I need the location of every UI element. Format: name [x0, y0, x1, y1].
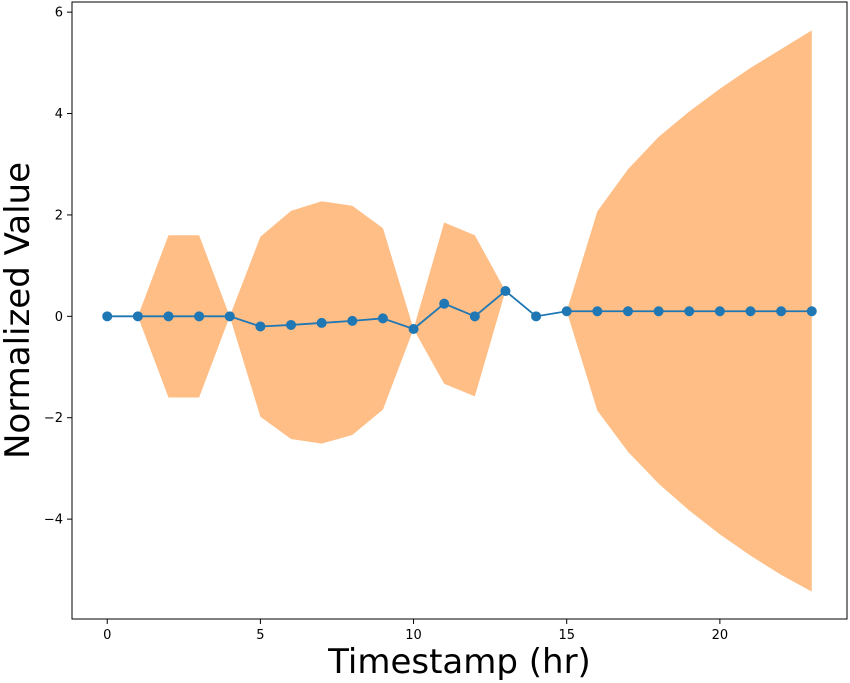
plot-area: [102, 30, 817, 592]
axes-frame: [71, 1, 848, 620]
y-tick-label: 6: [55, 6, 63, 21]
series-line: [107, 289, 812, 331]
y-tick-label: 2: [55, 208, 63, 223]
data-point: [408, 324, 419, 335]
data-point: [439, 298, 450, 309]
data-point: [255, 321, 266, 332]
x-tick-label: 10: [405, 628, 422, 643]
data-point: [469, 311, 480, 322]
data-point: [163, 311, 174, 322]
y-tick-label: −2: [44, 411, 63, 426]
data-point: [316, 317, 327, 328]
axis-ticks: 0 5 10 15 20 −4 −2 0 2 4 6: [44, 6, 728, 643]
x-tick-label: 15: [558, 628, 575, 643]
data-point: [684, 306, 695, 317]
x-axis-label: Timestamp (hr): [327, 642, 591, 682]
y-axis-label: Normalized Value: [0, 162, 38, 459]
data-point: [776, 306, 787, 317]
data-point: [745, 306, 756, 317]
x-tick-label: 5: [256, 628, 264, 643]
x-tick-label: 20: [712, 628, 729, 643]
data-point: [194, 311, 205, 322]
data-point: [102, 311, 113, 322]
data-point: [132, 311, 143, 322]
data-point: [592, 306, 603, 317]
data-point: [714, 306, 725, 317]
data-point: [500, 285, 511, 296]
data-point: [653, 306, 664, 317]
data-point: [561, 306, 572, 317]
y-tick-label: −4: [44, 513, 63, 528]
x-tick-label: 0: [103, 628, 111, 643]
data-point: [224, 311, 235, 322]
data-point: [286, 319, 297, 330]
data-point: [622, 306, 633, 317]
data-point: [377, 313, 388, 324]
confidence-band: [107, 30, 812, 592]
data-point: [347, 315, 358, 326]
data-point: [531, 311, 542, 322]
y-tick-label: 4: [55, 107, 63, 122]
data-point: [806, 306, 817, 317]
y-tick-label: 0: [55, 310, 63, 325]
